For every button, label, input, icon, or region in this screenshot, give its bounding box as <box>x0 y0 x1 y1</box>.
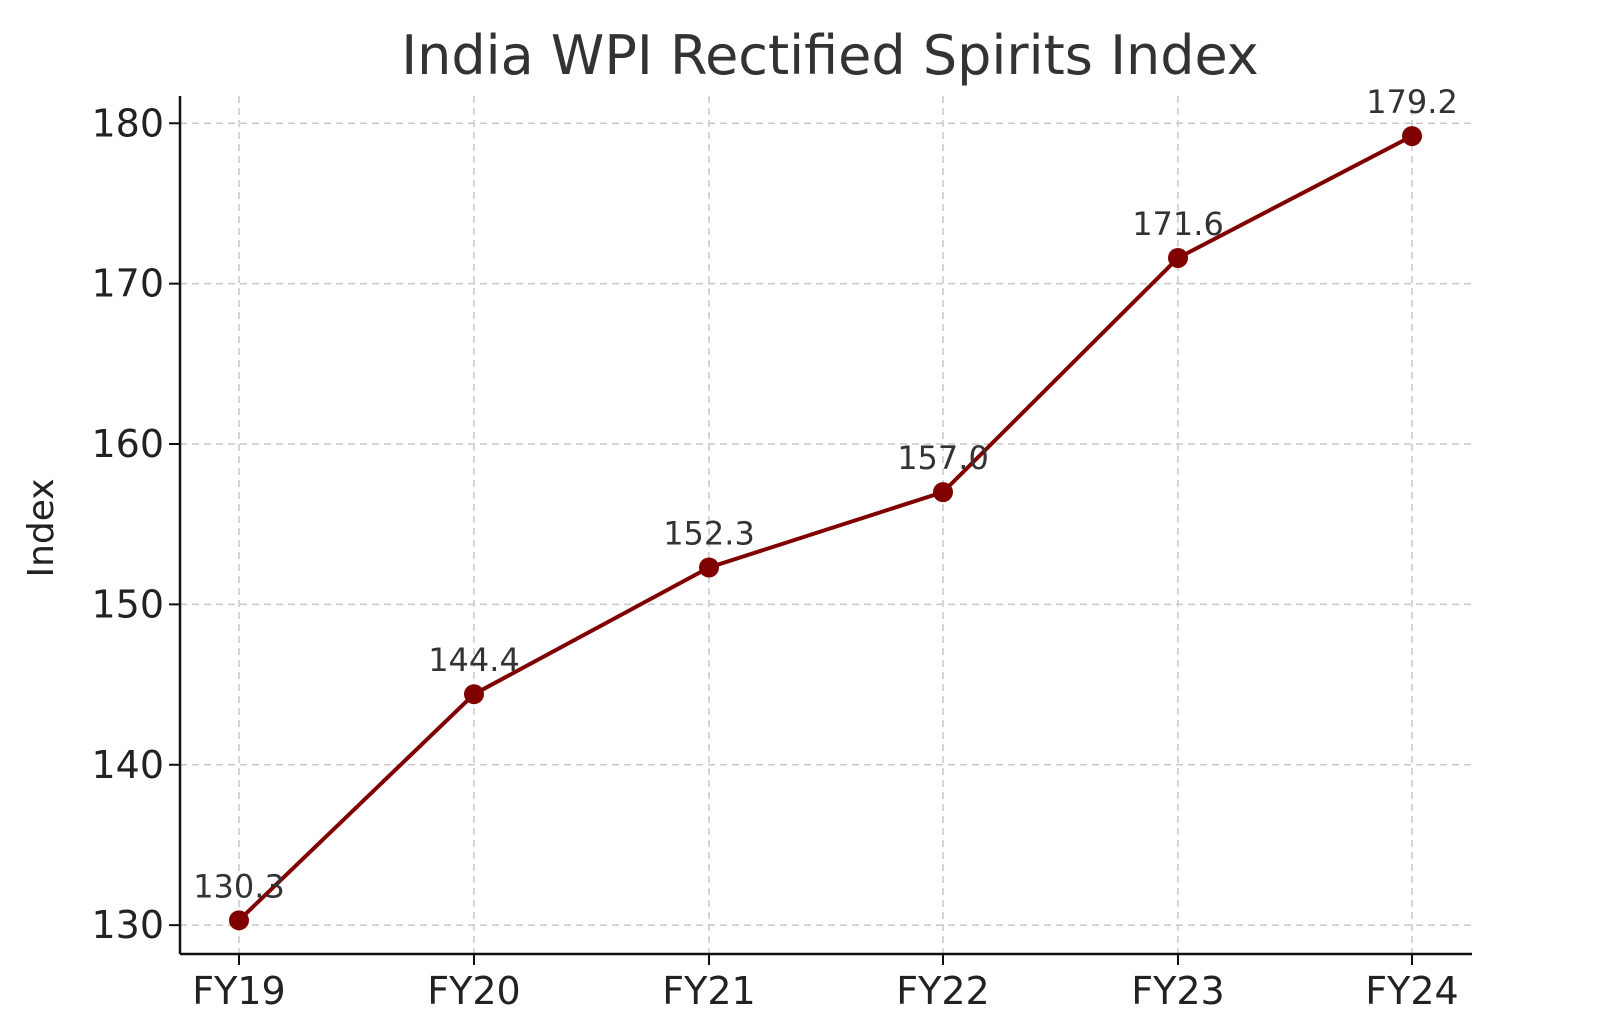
data-label: 171.6 <box>1132 205 1224 243</box>
y-tick-label: 160 <box>91 422 164 466</box>
data-label: 157.0 <box>897 439 989 477</box>
x-tick-label: FY20 <box>427 969 520 1013</box>
y-tick-label: 140 <box>91 743 164 787</box>
chart-title: India WPI Rectified Spirits Index <box>401 24 1259 87</box>
data-label: 144.4 <box>428 641 520 679</box>
data-point <box>933 482 953 503</box>
data-labels: 130.3 144.4 152.3 157.0 171.6 179.2 <box>193 83 1458 905</box>
data-label: 179.2 <box>1366 83 1458 121</box>
y-axis-label: Index <box>21 478 62 577</box>
axes <box>169 96 1472 965</box>
data-point <box>1168 247 1188 268</box>
y-tick-label: 180 <box>91 101 164 145</box>
grid <box>180 96 1472 954</box>
data-point <box>699 557 719 578</box>
x-tick-label: FY19 <box>192 969 285 1013</box>
series-line <box>237 134 1414 923</box>
series <box>229 126 1422 931</box>
x-tick-label: FY22 <box>896 969 989 1013</box>
y-tick-label: 130 <box>91 903 164 947</box>
data-point <box>464 684 484 705</box>
y-tick-label: 150 <box>91 582 164 626</box>
x-tick-label: FY21 <box>662 969 755 1013</box>
tick-labels: 130 140 150 160 170 180 FY19 FY20 FY21 FY22 FY23 FY… <box>91 101 1458 1013</box>
data-point <box>229 910 249 931</box>
x-tick-label: FY23 <box>1131 969 1224 1013</box>
data-label: 130.3 <box>193 867 285 905</box>
data-point <box>1402 126 1422 147</box>
x-tick-label: FY24 <box>1365 969 1458 1013</box>
y-tick-label: 170 <box>91 262 164 306</box>
data-label: 152.3 <box>663 514 755 552</box>
